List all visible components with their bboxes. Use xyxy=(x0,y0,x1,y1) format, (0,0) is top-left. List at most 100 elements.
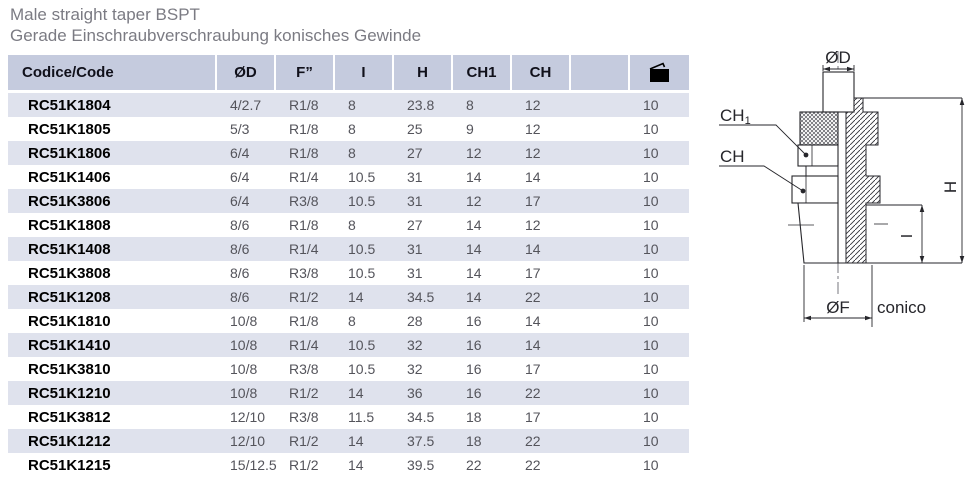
cell-pack: 10 xyxy=(643,169,659,185)
cell-i: 8 xyxy=(348,145,356,161)
label-conico: conico xyxy=(877,298,926,317)
cell-spare xyxy=(571,405,630,429)
cell-i: 10.5 xyxy=(348,361,376,377)
cell-f: R1/8 xyxy=(289,145,319,161)
knurled-nut xyxy=(799,111,839,146)
cell-f: R1/2 xyxy=(289,433,319,449)
cell-od: 10/8 xyxy=(230,313,258,329)
cell-code: RC51K1808 xyxy=(28,216,111,234)
cell-spare xyxy=(571,333,630,357)
cell-h: 23.8 xyxy=(407,97,435,113)
cell-ch1: 14 xyxy=(466,265,482,281)
cell-pack: 10 xyxy=(643,361,659,377)
dim-label-i: I xyxy=(899,234,916,238)
cell-f: R1/2 xyxy=(289,457,319,473)
cell-i: 14 xyxy=(348,433,364,449)
table-row: RC51K1808 8/6 R1/8 8 27 14 12 10 xyxy=(8,213,689,237)
cell-ch1: 12 xyxy=(466,193,482,209)
od-arrow-right xyxy=(847,66,854,72)
cell-code: RC51K3806 xyxy=(28,192,111,210)
cell-spare xyxy=(571,381,630,405)
dim-label-ch1: CH1 xyxy=(720,106,751,127)
cell-ch1: 8 xyxy=(466,97,474,113)
cell-ch1: 14 xyxy=(466,241,482,257)
cell-spare xyxy=(571,285,630,309)
cell-f: R1/4 xyxy=(289,169,319,185)
cell-code: RC51K3812 xyxy=(28,408,111,426)
cell-pack: 10 xyxy=(643,313,659,329)
cell-pack: 10 xyxy=(643,217,659,233)
cell-spare xyxy=(571,93,630,117)
cell-ch1: 16 xyxy=(466,385,482,401)
table-row: RC51K1408 8/6 R1/4 10.5 31 14 14 10 xyxy=(8,237,689,261)
cell-spare xyxy=(571,213,630,237)
cell-ch1: 18 xyxy=(466,433,482,449)
cell-spare xyxy=(571,429,630,453)
cell-i: 10.5 xyxy=(348,337,376,353)
cell-ch1: 16 xyxy=(466,361,482,377)
table-row: RC51K1406 6/4 R1/4 10.5 31 14 14 10 xyxy=(8,165,689,189)
od-arrow-left xyxy=(823,66,830,72)
cell-ch: 14 xyxy=(525,313,541,329)
cell-pack: 10 xyxy=(643,241,659,257)
collar xyxy=(805,165,839,177)
cell-od: 4/2.7 xyxy=(230,97,262,113)
column-header-code: Codice/Code xyxy=(8,55,217,90)
page-title: Male straight taper BSPT xyxy=(10,5,200,24)
hex-ch xyxy=(791,175,839,204)
cell-ch: 17 xyxy=(525,361,541,377)
cell-ch: 12 xyxy=(525,217,541,233)
cell-spare xyxy=(571,453,630,477)
cell-od: 8/6 xyxy=(230,289,250,305)
cell-pack: 10 xyxy=(643,265,659,281)
cell-f: R3/8 xyxy=(289,193,319,209)
cell-ch: 22 xyxy=(525,433,541,449)
column-header-i: I xyxy=(335,55,394,90)
cell-pack: 10 xyxy=(643,457,659,473)
cell-ch1: 18 xyxy=(466,409,482,425)
cell-spare xyxy=(571,141,630,165)
cell-od: 10/8 xyxy=(230,337,258,353)
cell-h: 25 xyxy=(407,121,423,137)
column-header-ch1: CH1 xyxy=(453,55,512,90)
cell-pack: 10 xyxy=(643,433,659,449)
cell-od: 6/4 xyxy=(230,145,250,161)
cell-ch: 12 xyxy=(525,97,541,113)
cell-pack: 10 xyxy=(643,121,659,137)
cell-i: 8 xyxy=(348,313,356,329)
cell-ch: 22 xyxy=(525,457,541,473)
cell-h: 36 xyxy=(407,385,423,401)
cell-code: RC51K1410 xyxy=(28,336,111,354)
dim-label-of: ØF xyxy=(826,298,850,317)
cell-f: R1/2 xyxy=(289,385,319,401)
dim-label-ch: CH xyxy=(720,147,745,166)
cell-od: 8/6 xyxy=(230,241,250,257)
cell-i: 10.5 xyxy=(348,169,376,185)
cell-code: RC51K1810 xyxy=(28,312,111,330)
cell-f: R1/2 xyxy=(289,289,319,305)
cell-h: 37.5 xyxy=(407,433,435,449)
cell-f: R3/8 xyxy=(289,265,319,281)
tube-outline xyxy=(822,71,855,113)
cell-code: RC51K1406 xyxy=(28,168,111,186)
cell-ch: 17 xyxy=(525,409,541,425)
cell-code: RC51K1804 xyxy=(28,96,111,114)
dim-label-od: ØD xyxy=(825,48,851,67)
h-arrow-bottom xyxy=(959,256,965,263)
table-row: RC51K1806 6/4 R1/8 8 27 12 12 10 xyxy=(8,141,689,165)
cell-spare xyxy=(571,261,630,285)
cell-f: R1/8 xyxy=(289,313,319,329)
cell-i: 14 xyxy=(348,289,364,305)
table-row: RC51K3810 10/8 R3/8 10.5 32 16 17 10 xyxy=(8,357,689,381)
cell-i: 14 xyxy=(348,385,364,401)
cell-pack: 10 xyxy=(643,193,659,209)
i-arrow-top xyxy=(919,205,925,212)
cell-spare xyxy=(571,189,630,213)
package-icon xyxy=(649,62,669,82)
cell-spare xyxy=(571,357,630,381)
cell-h: 28 xyxy=(407,313,423,329)
cell-f: R1/4 xyxy=(289,337,319,353)
h-arrow-top xyxy=(959,98,965,105)
cell-ch: 14 xyxy=(525,169,541,185)
